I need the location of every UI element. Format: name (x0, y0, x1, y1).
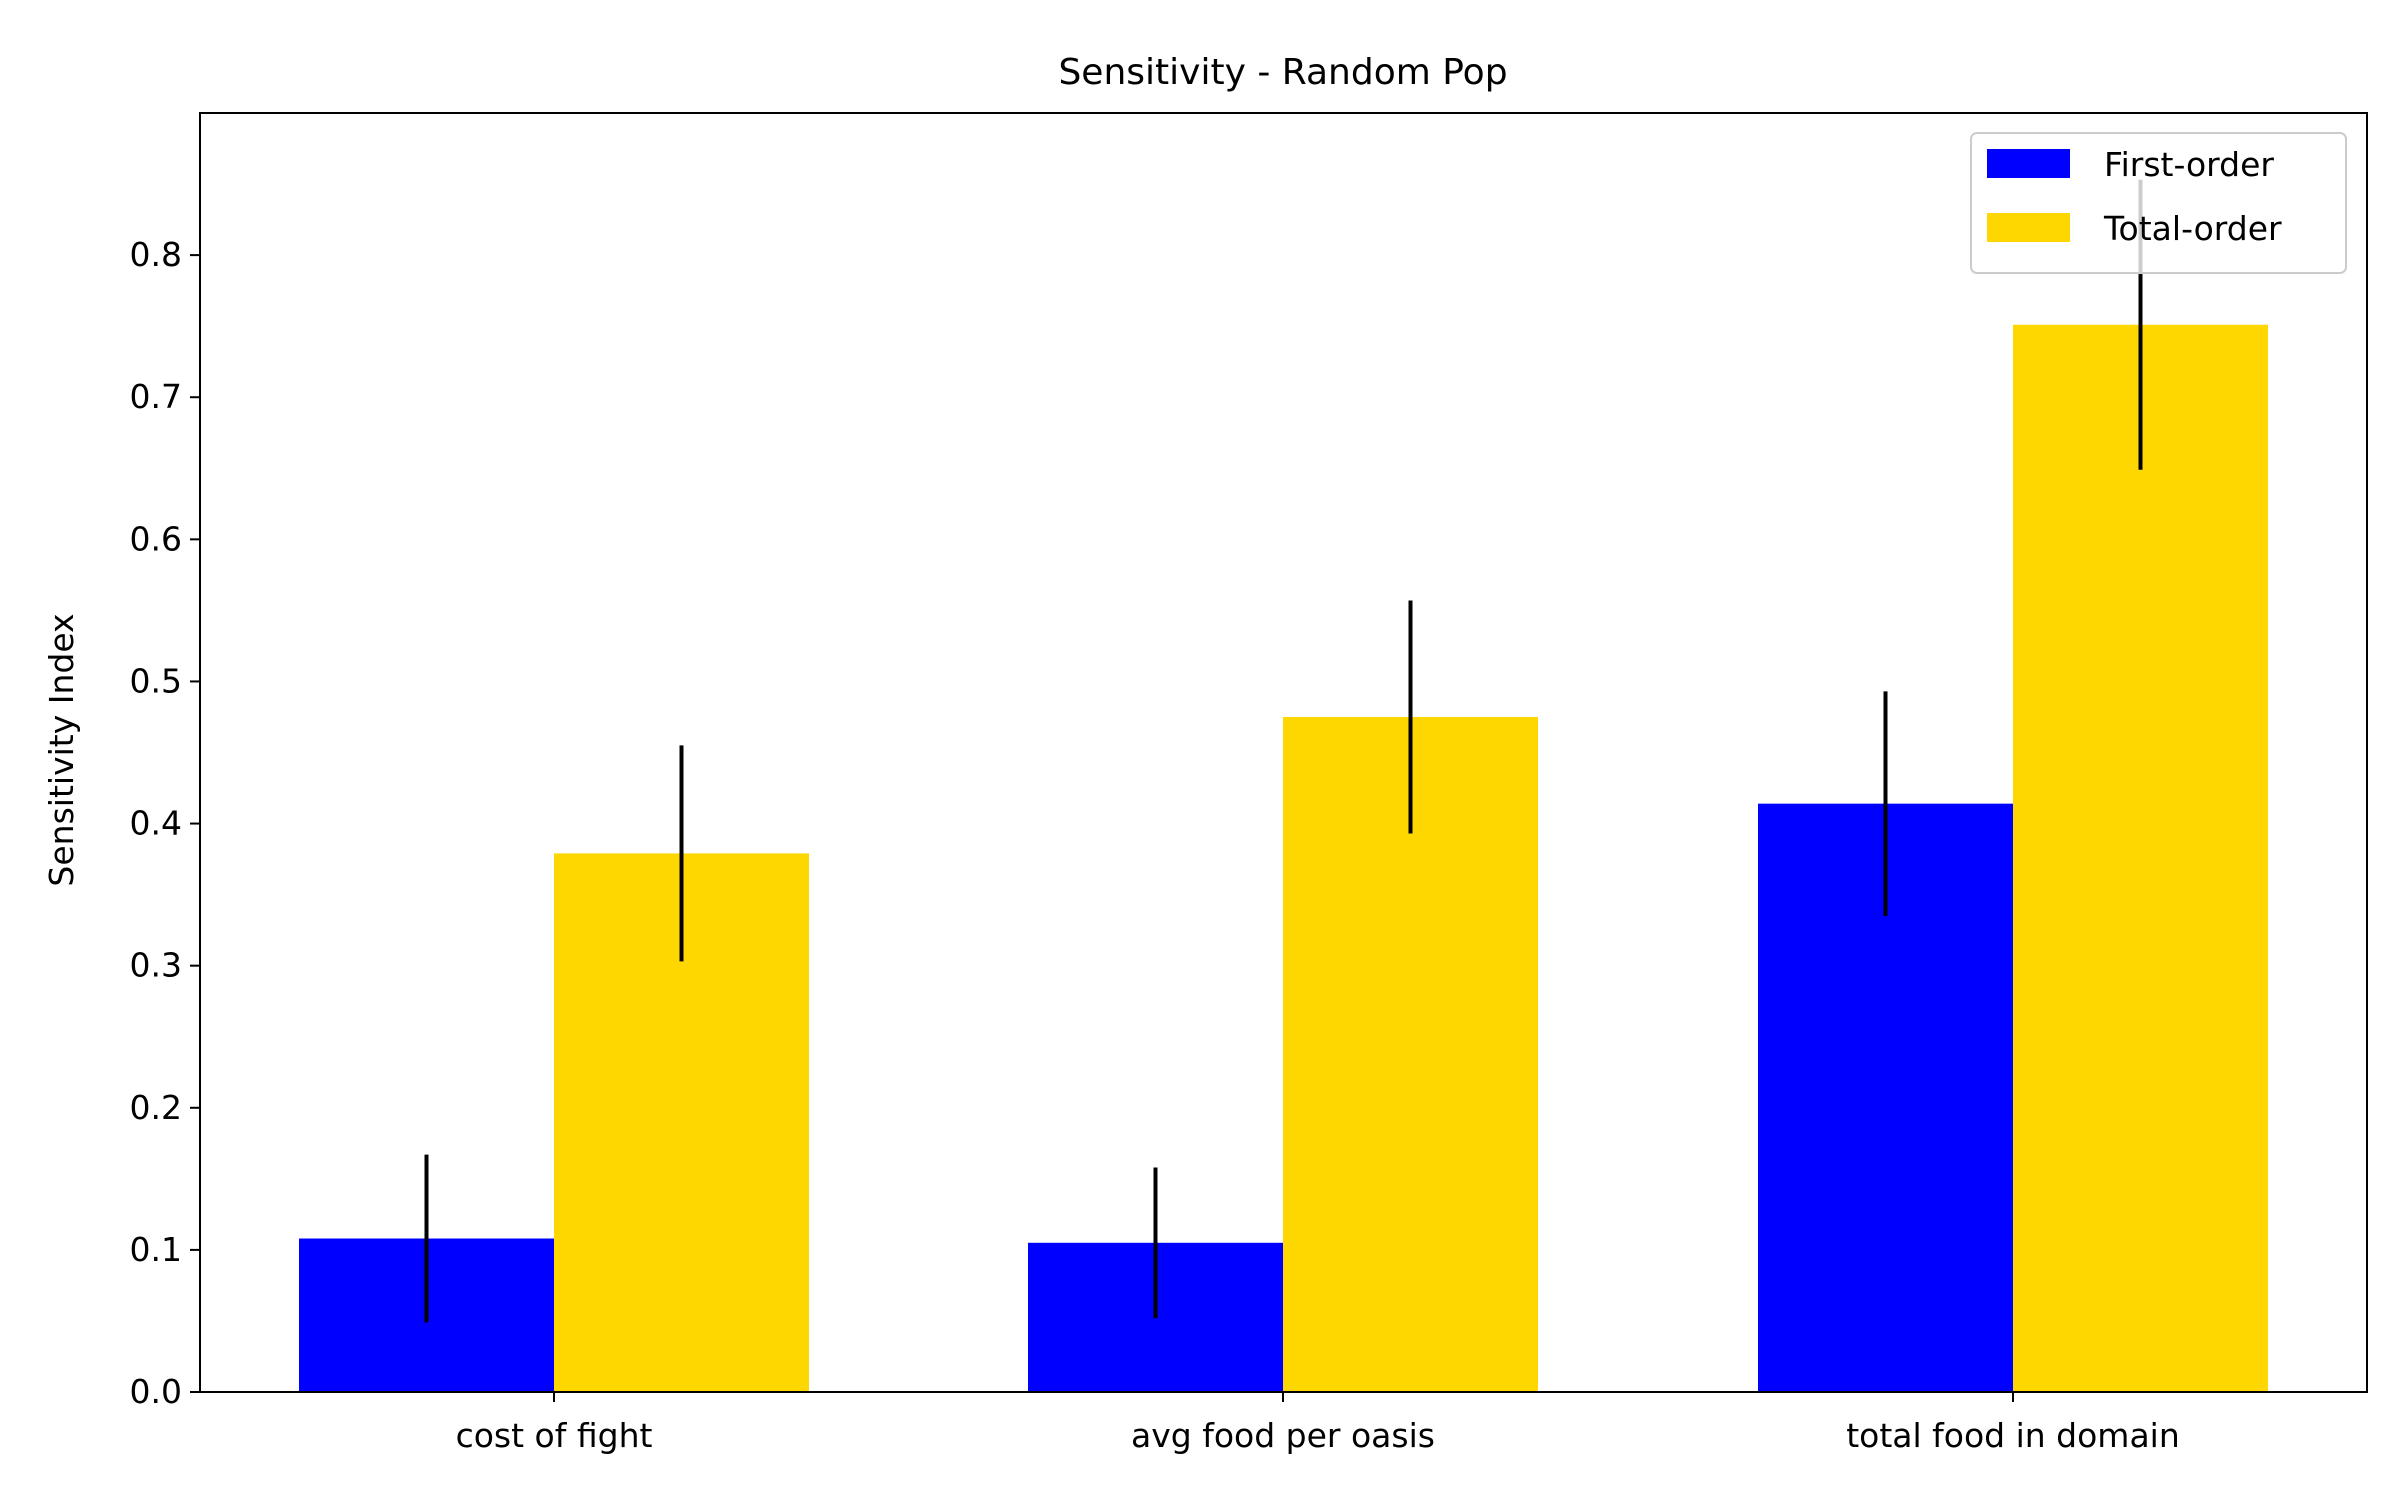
y-tick-label: 0.5 (130, 661, 182, 700)
legend-total-order-label: Total-order (2103, 209, 2282, 248)
y-tick-label: 0.6 (130, 519, 182, 558)
legend: First-order Total-order (1970, 132, 2347, 274)
x-tick-label: cost of fight (456, 1416, 653, 1455)
x-tick-label: avg food per oasis (1131, 1416, 1435, 1455)
y-tick-label: 0.7 (130, 377, 182, 416)
y-tick-label: 0.1 (130, 1230, 182, 1269)
legend-first-order-label: First-order (2104, 145, 2274, 184)
y-tick-label: 0.2 (130, 1088, 182, 1127)
y-tick-label: 0.4 (130, 804, 182, 843)
total-order-bar (2013, 324, 2268, 1392)
legend-total-order-swatch (1987, 213, 2070, 242)
y-tick-label: 0.3 (130, 946, 182, 985)
chart-title: Sensitivity - Random Pop (1058, 52, 1507, 93)
y-tick-label: 0.8 (130, 235, 182, 274)
x-tick-label: total food in domain (1846, 1416, 2180, 1455)
legend-first-order-swatch (1987, 149, 2070, 178)
plot-content (299, 179, 2268, 1392)
y-tick-label: 0.0 (130, 1372, 182, 1411)
y-axis-label: Sensitivity Index (42, 613, 81, 886)
